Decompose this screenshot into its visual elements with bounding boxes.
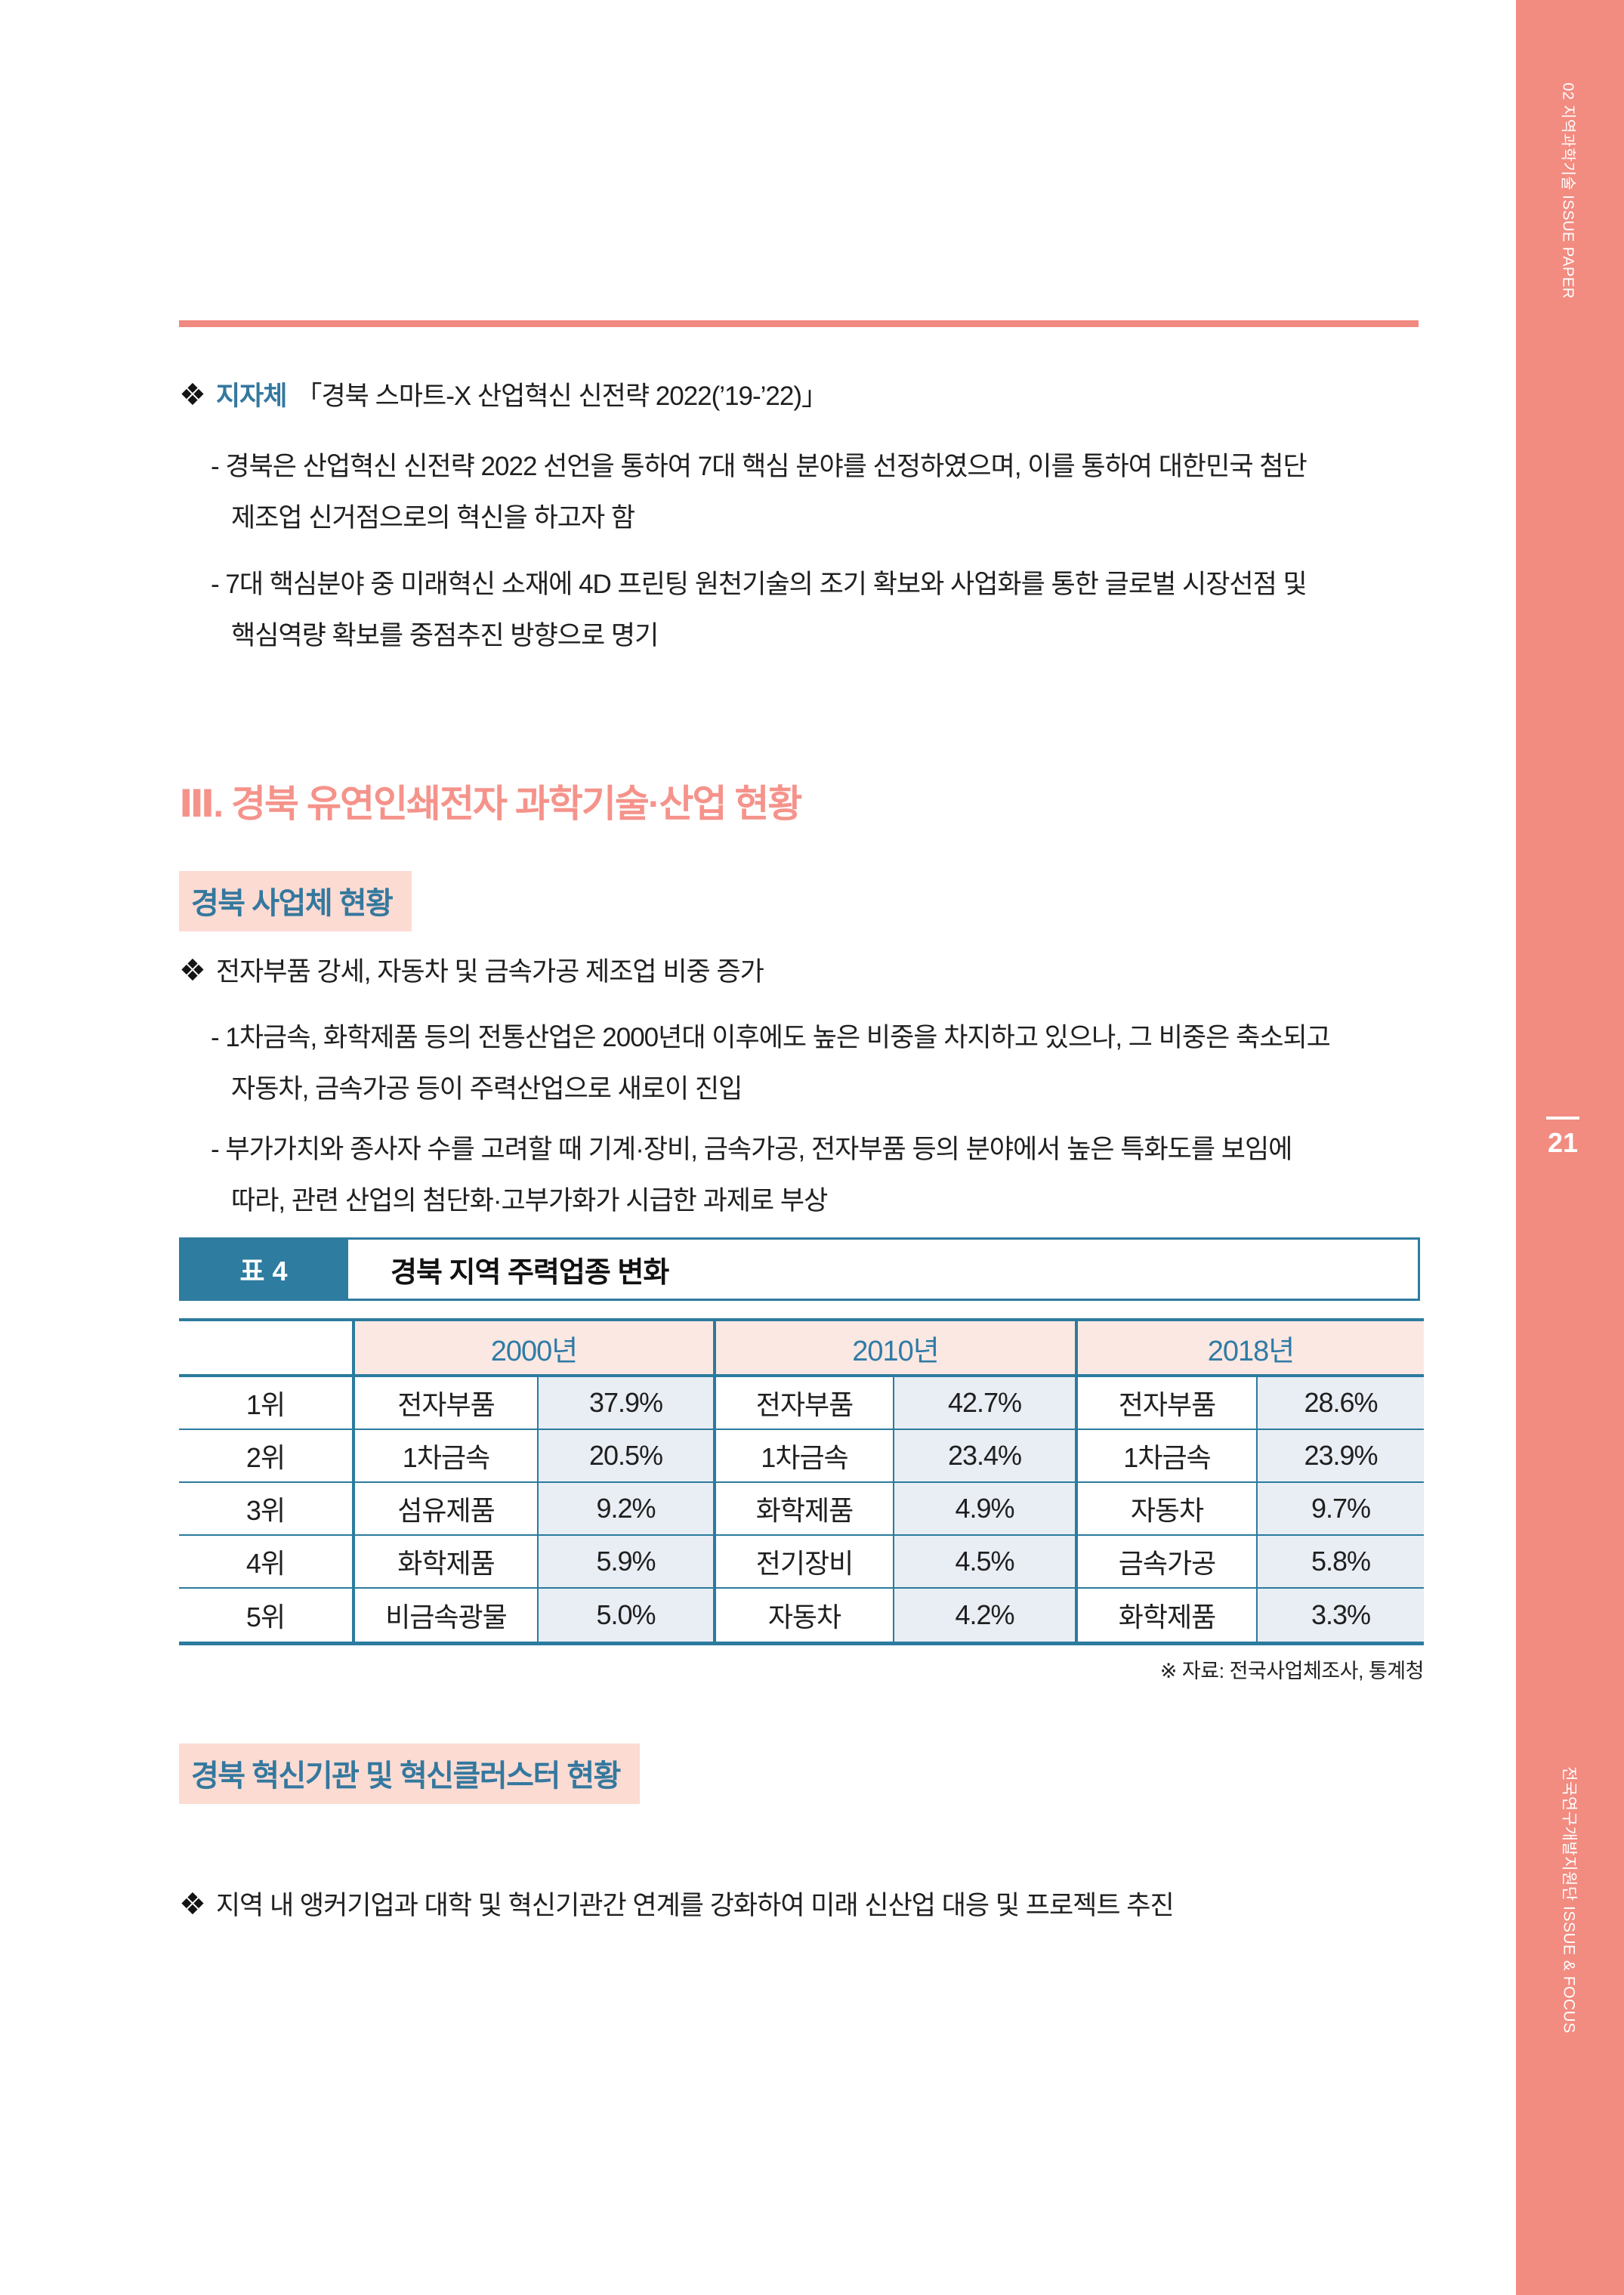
page-number-rule (1546, 1117, 1579, 1120)
intro-paragraph-line: - 경북은 산업혁신 신전략 2022 선언을 통하여 7대 핵심 분야를 선정… (211, 452, 1308, 481)
table-percent-cell: 3.3% (1258, 1589, 1424, 1642)
diamond-bullet-icon: ❖ (179, 378, 206, 412)
intro-paragraph-line: 핵심역량 확보를 중점추진 방향으로 명기 (231, 621, 659, 650)
table-header-year: 2018년 (1078, 1321, 1424, 1377)
section-heading: Ⅲ. 경북 유연인쇄전자 과학기술·산업 현황 (179, 783, 802, 825)
table-percent-cell: 4.5% (894, 1536, 1078, 1589)
table-industry-cell: 자동차 (716, 1589, 894, 1642)
table-industry-cell: 1차금속 (716, 1430, 894, 1483)
table-percent-cell: 20.5% (539, 1430, 716, 1483)
table-percent-cell: 9.2% (539, 1483, 716, 1536)
business-paragraph-line: 자동차, 금속가공 등이 주력산업으로 새로이 진입 (231, 1074, 743, 1104)
table-percent-cell: 5.8% (1258, 1536, 1424, 1589)
intro-bullet-line: ❖ 지자체 「경북 스마트-X 산업혁신 신전략 2022(’19-’22)」 (179, 378, 828, 415)
table-percent-cell: 9.7% (1258, 1483, 1424, 1536)
intro-label: 지자체 (215, 381, 288, 411)
page-number: 21 (1547, 1127, 1579, 1158)
table-percent-cell: 28.6% (1258, 1377, 1424, 1430)
table-industry-cell: 전자부품 (716, 1377, 894, 1430)
table-industry-cell: 전자부품 (355, 1377, 539, 1430)
subheading-business-wrap: 경북 사업체 현황 (179, 871, 412, 931)
subheading-cluster: 경북 혁신기관 및 혁신클러스터 현황 (179, 1744, 640, 1804)
table-percent-cell: 42.7% (894, 1377, 1078, 1430)
table-rank-cell: 3위 (179, 1483, 355, 1536)
table-header-rank-empty (179, 1321, 355, 1377)
top-divider-rule (179, 320, 1419, 327)
business-paragraph-line: - 1차금속, 화학제품 등의 전통산업은 2000년대 이후에도 높은 비중을… (211, 1023, 1331, 1052)
table-industry-cell: 화학제품 (1078, 1589, 1258, 1642)
table-percent-cell: 4.9% (894, 1483, 1078, 1536)
subheading-business: 경북 사업체 현황 (179, 871, 412, 931)
table-caption-bar: 표 4 경북 지역 주력업종 변화 (179, 1237, 1420, 1301)
side-banner-top-label: 02 지역과학기술 ISSUE PAPER (1560, 82, 1576, 299)
table-rank-cell: 4위 (179, 1536, 355, 1589)
table-percent-cell: 5.0% (539, 1589, 716, 1642)
intro-text: 지자체 「경북 스마트-X 산업혁신 신전략 2022(’19-’22)」 (215, 378, 828, 415)
table-header-year: 2000년 (355, 1321, 716, 1377)
table-industry-cell: 화학제품 (716, 1483, 894, 1536)
table-percent-cell: 37.9% (539, 1377, 716, 1430)
diamond-bullet-icon: ❖ (179, 1888, 206, 1921)
diamond-bullet-icon: ❖ (179, 954, 206, 987)
intro-title: 「경북 스마트-X 산업혁신 신전략 2022(’19-’22)」 (295, 381, 828, 411)
table-rank-cell: 2위 (179, 1430, 355, 1483)
table-rank-cell: 1위 (179, 1377, 355, 1430)
table-header-year: 2010년 (716, 1321, 1078, 1377)
table-rank-cell: 5위 (179, 1589, 355, 1642)
business-paragraph-line: 따라, 관련 산업의 첨단화·고부가화가 시급한 과제로 부상 (231, 1186, 828, 1215)
table-percent-cell: 5.9% (539, 1536, 716, 1589)
table-industry-cell: 섬유제품 (355, 1483, 539, 1536)
table-number-badge: 표 4 (179, 1237, 348, 1301)
table-percent-cell: 23.9% (1258, 1430, 1424, 1483)
table-source-note: ※ 자료: 전국사업체조사, 통계청 (1159, 1660, 1425, 1682)
table-industry-cell: 금속가공 (1078, 1536, 1258, 1589)
cluster-bullet-line: ❖ 지역 내 앵커기업과 대학 및 혁신기관간 연계를 강화하여 미래 신산업 … (179, 1887, 1175, 1925)
table-percent-cell: 4.2% (894, 1589, 1078, 1642)
business-paragraph-line: - 부가가치와 종사자 수를 고려할 때 기계·장비, 금속가공, 전자부품 등… (211, 1135, 1292, 1164)
table-percent-cell: 23.4% (894, 1430, 1078, 1483)
subheading-cluster-wrap: 경북 혁신기관 및 혁신클러스터 현황 (179, 1744, 640, 1804)
intro-paragraph-line: - 7대 핵심분야 중 미래혁신 소재에 4D 프린팅 원천기술의 조기 확보와… (211, 570, 1308, 599)
table-title: 경북 지역 주력업종 변화 (348, 1237, 1420, 1301)
cluster-bullet-text: 지역 내 앵커기업과 대학 및 혁신기관간 연계를 강화하여 미래 신산업 대응… (215, 1891, 1175, 1920)
business-bullet-text: 전자부품 강세, 자동차 및 금속가공 제조업 비중 증가 (215, 957, 764, 987)
intro-paragraph-line: 제조업 신거점으로의 혁신을 하고자 함 (231, 503, 635, 533)
table-industry-cell: 1차금속 (355, 1430, 539, 1483)
table-industry-cell: 자동차 (1078, 1483, 1258, 1536)
side-banner-bottom-label: 전국연구개발지원단 ISSUE & FOCUS (1560, 1766, 1578, 2034)
table-industry-cell: 전자부품 (1078, 1377, 1258, 1430)
table-industry-cell: 1차금속 (1078, 1430, 1258, 1483)
business-bullet-line: ❖ 전자부품 강세, 자동차 및 금속가공 제조업 비중 증가 (179, 953, 764, 991)
side-banner: 02 지역과학기술 ISSUE PAPER 21 전국연구개발지원단 ISSUE… (1516, 0, 1624, 2295)
table-industry-cell: 화학제품 (355, 1536, 539, 1589)
table-industry-cell: 비금속광물 (355, 1589, 539, 1642)
table-industry-cell: 전기장비 (716, 1536, 894, 1589)
industry-rank-table: 2000년 2010년 2018년 1위 전자부품 37.9% 전자부품 42.… (179, 1318, 1424, 1645)
